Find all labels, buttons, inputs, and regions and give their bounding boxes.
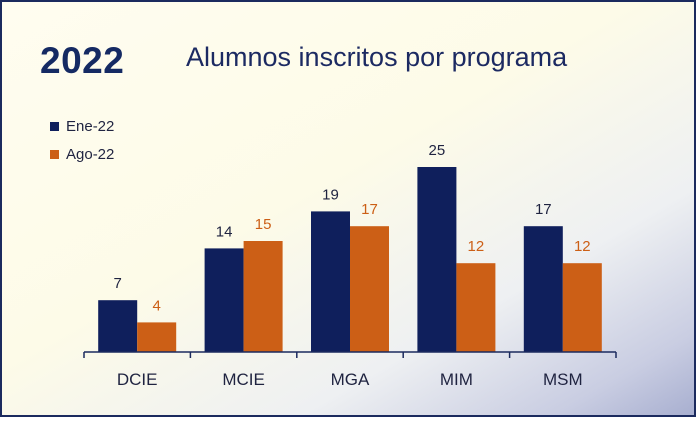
data-label-mim-ago: 12 [468,238,485,255]
data-label-msm-ene: 17 [535,201,552,218]
legend-item-ene: Ene-22 [50,112,114,140]
chart-title: Alumnos inscritos por programa [186,42,568,72]
bar-dcie-ene [98,300,138,352]
legend-item-ago: Ago-22 [50,140,114,168]
legend-swatch-ago [50,149,59,159]
data-label-dcie-ago: 4 [153,297,161,314]
bar-mga-ago [350,226,389,352]
x-axis-ticks [83,352,617,358]
bar-msm-ene [523,226,563,352]
data-label-dcie-ene: 7 [114,275,122,292]
data-label-mga-ene: 19 [322,186,339,203]
category-label-dcie: DCIE [117,370,158,389]
legend-label-ago: Ago-22 [66,145,115,163]
bar-mim-ago [456,263,496,352]
legend-swatch-ene [50,121,59,131]
data-label-mcie-ago: 15 [255,216,272,233]
data-labels-group: 7 4 14 15 19 17 25 12 17 12 [114,142,591,314]
bar-dcie-ago [137,322,177,352]
bars-group [98,167,602,352]
year-label: 2022 [40,40,125,81]
category-labels-group: DCIE MCIE MGA MIM MSM [117,370,583,389]
data-label-mim-ene: 25 [429,142,446,159]
category-label-mga: MGA [331,370,370,389]
bar-mcie-ene [204,248,244,352]
data-label-mcie-ene: 14 [216,223,233,240]
category-label-mcie: MCIE [222,370,265,389]
bar-mim-ene [417,167,457,352]
bar-mga-ene [311,211,350,352]
legend-label-ene: Ene-22 [66,117,115,135]
data-label-msm-ago: 12 [574,238,591,255]
category-label-mim: MIM [440,370,473,389]
legend: Ene-22 Ago-22 [50,112,114,168]
bar-mcie-ago [243,241,283,352]
data-label-mga-ago: 17 [361,201,378,218]
category-label-msm: MSM [543,370,583,389]
bar-msm-ago [562,263,602,352]
